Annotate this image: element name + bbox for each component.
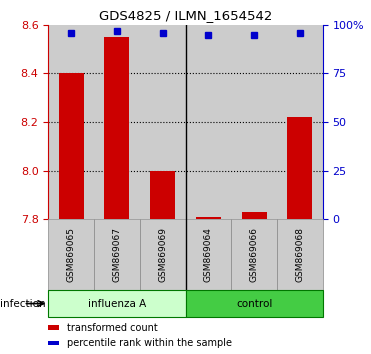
Bar: [150, 171, 175, 219]
Text: transformed count: transformed count: [68, 323, 158, 333]
Bar: [48, 290, 186, 317]
Bar: [48, 219, 94, 290]
Text: GSM869069: GSM869069: [158, 227, 167, 282]
Bar: [186, 219, 231, 290]
Bar: [140, 25, 186, 219]
Text: GSM869066: GSM869066: [250, 227, 259, 282]
Bar: [196, 217, 221, 219]
Bar: [59, 73, 84, 219]
Bar: [277, 219, 323, 290]
Bar: [231, 219, 277, 290]
Bar: [231, 25, 277, 219]
Text: percentile rank within the sample: percentile rank within the sample: [68, 338, 233, 348]
Text: control: control: [236, 298, 272, 309]
Bar: [186, 25, 231, 219]
Text: GSM869064: GSM869064: [204, 227, 213, 282]
Bar: [48, 25, 94, 219]
Bar: [277, 25, 323, 219]
Bar: [104, 37, 129, 219]
Bar: [94, 25, 140, 219]
Text: infection: infection: [0, 298, 46, 309]
Bar: [186, 290, 323, 317]
Text: GSM869068: GSM869068: [295, 227, 304, 282]
Title: GDS4825 / ILMN_1654542: GDS4825 / ILMN_1654542: [99, 9, 272, 22]
Bar: [48, 325, 59, 330]
Bar: [94, 219, 140, 290]
Bar: [140, 219, 186, 290]
Text: GSM869067: GSM869067: [112, 227, 121, 282]
Bar: [48, 341, 59, 346]
Bar: [242, 212, 267, 219]
Text: influenza A: influenza A: [88, 298, 146, 309]
Text: GSM869065: GSM869065: [67, 227, 76, 282]
Bar: [287, 117, 312, 219]
